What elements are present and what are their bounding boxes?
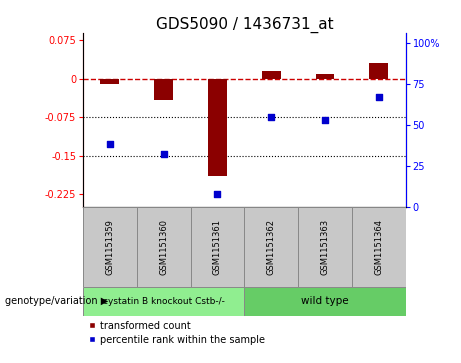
Text: GSM1151361: GSM1151361 — [213, 219, 222, 275]
Bar — [208, 79, 227, 176]
Bar — [262, 71, 281, 79]
Bar — [244, 287, 406, 316]
Point — [106, 142, 113, 147]
Bar — [83, 207, 137, 287]
Legend: transformed count, percentile rank within the sample: transformed count, percentile rank withi… — [88, 321, 265, 344]
Point — [375, 94, 383, 100]
Point — [267, 114, 275, 119]
Text: GSM1151359: GSM1151359 — [106, 219, 114, 275]
Bar — [298, 207, 352, 287]
Bar — [190, 207, 244, 287]
Title: GDS5090 / 1436731_at: GDS5090 / 1436731_at — [155, 16, 333, 33]
Text: genotype/variation ▶: genotype/variation ▶ — [5, 296, 108, 306]
Bar — [154, 79, 173, 100]
Bar — [369, 64, 388, 79]
Point — [160, 151, 167, 157]
Bar — [352, 207, 406, 287]
Bar — [83, 287, 244, 316]
Text: cystatin B knockout Cstb-/-: cystatin B knockout Cstb-/- — [103, 297, 225, 306]
Text: wild type: wild type — [301, 296, 349, 306]
Text: GSM1151362: GSM1151362 — [267, 219, 276, 275]
Text: GSM1151360: GSM1151360 — [159, 219, 168, 275]
Bar — [137, 207, 190, 287]
Text: GSM1151363: GSM1151363 — [320, 219, 330, 275]
Bar — [100, 79, 119, 84]
Bar — [316, 74, 334, 79]
Point — [214, 191, 221, 197]
Bar — [244, 207, 298, 287]
Text: GSM1151364: GSM1151364 — [374, 219, 383, 275]
Point — [321, 117, 329, 123]
